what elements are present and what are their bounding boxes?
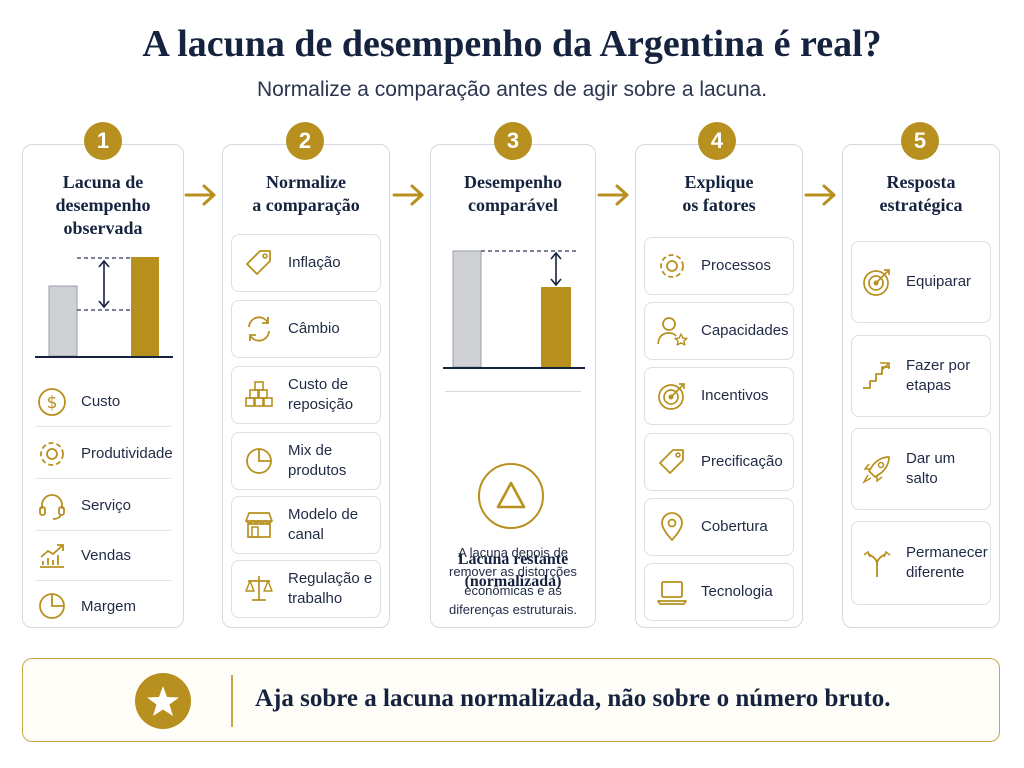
step-badge-1: 1 [84, 122, 122, 160]
bar-argentina [541, 287, 571, 367]
step-badge-3: 3 [494, 122, 532, 160]
gear-icon [40, 441, 64, 466]
list-item-margin: Margem [35, 581, 171, 631]
divider [445, 391, 581, 392]
price-tag-icon [246, 250, 271, 275]
divider [231, 675, 233, 727]
target-icon [658, 383, 685, 410]
takeaway-banner: Aja sobre a lacuna normalizada, não sobr… [22, 658, 1000, 742]
step-badge-2: 2 [286, 122, 324, 160]
gear-icon [660, 254, 684, 278]
remaining-gap-title: Lacuna restante (normalizada) [457, 551, 569, 590]
target-arrow-icon [863, 269, 890, 296]
factor-card-regulation: Regulação e trabalho [231, 560, 381, 618]
list-item-sales: Vendas [35, 531, 171, 581]
pie-chart-icon [246, 448, 272, 474]
exchange-arrows-icon [248, 316, 270, 342]
star-icon [135, 673, 191, 729]
list-item-productivity: Produtividade [35, 429, 173, 479]
step-badge-4: 4 [698, 122, 736, 160]
column-title: Explique os fatores [682, 172, 756, 215]
column-title: Normalize a comparação [252, 172, 360, 215]
factor-card-product-mix: Mix de produtos [231, 432, 381, 490]
page-subtitle: Normalize a comparação antes de agir sob… [256, 78, 768, 101]
rocket-icon [861, 456, 890, 485]
person-star-icon [657, 317, 688, 346]
chart-trend-icon [40, 543, 64, 568]
response-card-stage: Fazer por etapas [851, 335, 991, 417]
response-card-leapfrog: Dar um salto [851, 428, 991, 510]
bar-comparison [48, 285, 78, 357]
factor-card-exchange: Câmbio [231, 300, 381, 358]
column-comparable-performance: Desempenho comparável Lacuna restante (n… [430, 144, 596, 628]
factor-card-channel-model: Modelo de canal [231, 496, 381, 554]
remaining-gap-description: A lacuna depois de remover as distorções… [449, 545, 577, 617]
driver-card-pricing: Precificação [644, 433, 794, 491]
flow-arrow-icon [804, 184, 836, 206]
column-observed-gap: Lacuna de desempenho observada $ Custo P… [22, 144, 184, 628]
driver-card-processes: Processos [644, 237, 794, 295]
takeaway-message: Aja sobre a lacuna normalizada, não sobr… [255, 685, 891, 712]
laptop-icon [657, 581, 687, 605]
observed-gap-bar-chart [35, 257, 173, 358]
driver-card-technology: Tecnologia [644, 563, 794, 621]
response-card-match: Equiparar [851, 241, 991, 323]
response-card-differentiate: Permanecer diferente [851, 521, 991, 605]
headset-icon [39, 493, 65, 520]
dollar-coin-icon: $ [38, 387, 66, 416]
flow-arrow-icon [597, 184, 629, 206]
pie-chart-icon [39, 593, 65, 619]
driver-card-capabilities: Capacidades [644, 302, 794, 360]
step-badge-5: 5 [901, 122, 939, 160]
map-pin-icon [661, 512, 683, 541]
scales-icon [245, 576, 273, 601]
svg-text:$: $ [47, 393, 58, 413]
price-tag-icon [659, 449, 684, 474]
flow-arrow-icon [392, 184, 424, 206]
column-title: Desempenho comparável [464, 172, 562, 215]
comparable-gap-bar-chart [443, 250, 585, 369]
column-normalize: Normalize a comparação Inflação Câmbio C… [222, 144, 390, 628]
factor-card-inflation: Inflação [231, 234, 381, 292]
driver-card-incentives: Incentivos [644, 367, 794, 425]
delta-icon [478, 463, 544, 529]
column-title: Resposta estratégica [879, 172, 963, 215]
bar-argentina [131, 257, 159, 356]
column-explain-factors: Explique os fatores Processos Capacidade… [635, 144, 803, 628]
split-arrow-icon [863, 550, 891, 577]
column-strategic-response: Resposta estratégica Equiparar Fazer por… [842, 144, 1000, 628]
stacked-boxes-icon [245, 381, 273, 407]
page-title: A lacuna de desempenho da Argentina é re… [142, 23, 882, 65]
list-item-cost: $ Custo [35, 377, 171, 427]
flow-arrow-icon [184, 184, 216, 206]
bar-comparison [452, 250, 482, 368]
storefront-icon [245, 512, 273, 538]
column-title: Lacuna de desempenho observada [55, 172, 151, 238]
list-item-service: Serviço [35, 481, 171, 531]
stairs-icon [863, 362, 890, 389]
driver-card-coverage: Cobertura [644, 498, 794, 556]
factor-card-replacement-cost: Custo de reposição [231, 366, 381, 424]
